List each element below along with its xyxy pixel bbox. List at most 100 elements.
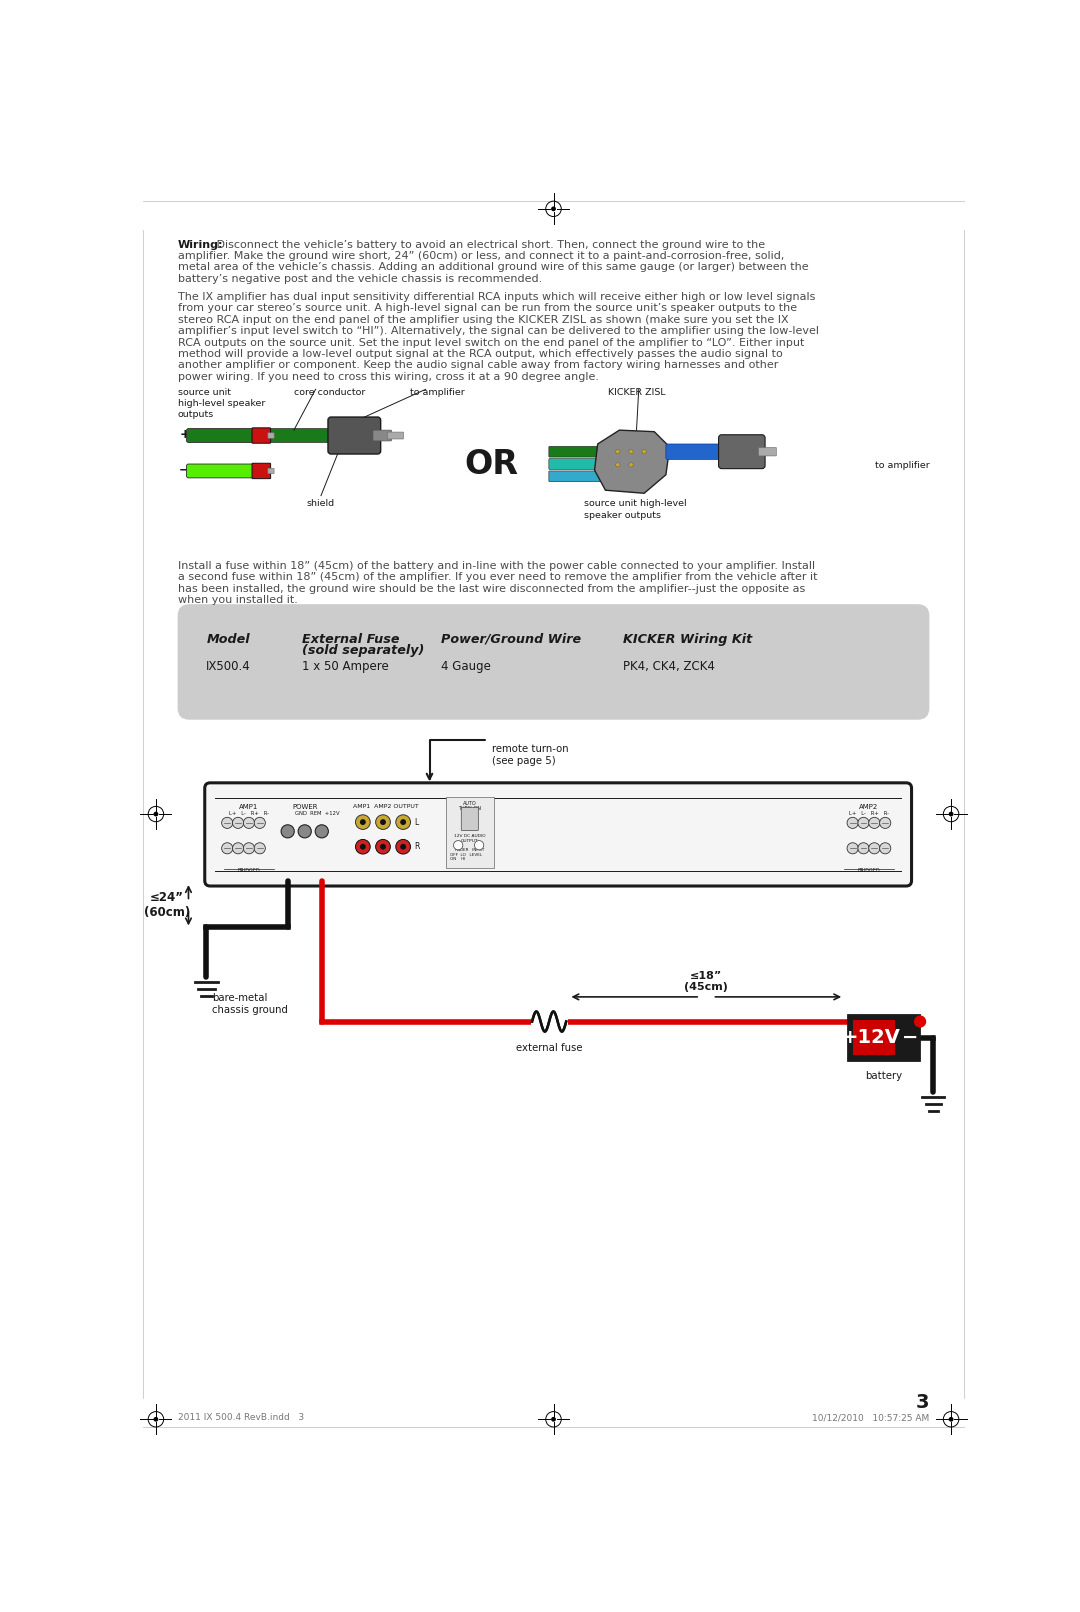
FancyBboxPatch shape [268, 467, 274, 474]
Text: Wiring:: Wiring: [177, 240, 224, 250]
FancyBboxPatch shape [388, 432, 404, 438]
Text: to amplifier: to amplifier [410, 388, 464, 397]
Text: a second fuse within 18” (45cm) of the amplifier. If you ever need to remove the: a second fuse within 18” (45cm) of the a… [177, 572, 818, 582]
Circle shape [616, 463, 620, 467]
Text: 1 x 50 Ampere: 1 x 50 Ampere [301, 659, 389, 674]
Circle shape [879, 817, 891, 829]
Circle shape [360, 819, 366, 825]
Circle shape [243, 817, 255, 829]
Text: core conductor: core conductor [294, 388, 365, 397]
Text: battery’s negative post and the vehicle chassis is recommended.: battery’s negative post and the vehicle … [177, 274, 542, 284]
FancyBboxPatch shape [848, 1016, 919, 1061]
Text: from your car stereo’s source unit. A high-level signal can be run from the sour: from your car stereo’s source unit. A hi… [177, 303, 797, 313]
Circle shape [552, 1417, 555, 1420]
Circle shape [949, 812, 953, 816]
Text: FADER   INPUT
          LEVEL: FADER INPUT LEVEL [455, 848, 485, 858]
Text: bare-metal
chassis ground: bare-metal chassis ground [213, 993, 288, 1016]
Text: L+   L-   R+   R-: L+ L- R+ R- [849, 811, 889, 816]
Text: RCA outputs on the source unit. Set the input level switch on the end panel of t: RCA outputs on the source unit. Set the … [177, 337, 804, 348]
Circle shape [858, 843, 869, 854]
FancyBboxPatch shape [852, 1020, 894, 1056]
Text: shield: shield [307, 500, 335, 508]
Text: BRIDGED: BRIDGED [858, 869, 880, 874]
Circle shape [380, 843, 386, 850]
Circle shape [154, 812, 158, 816]
Circle shape [281, 825, 294, 838]
FancyBboxPatch shape [549, 459, 608, 469]
Text: method will provide a low-level output signal at the RCA output, which effective: method will provide a low-level output s… [177, 350, 782, 359]
Text: source unit high-level
speaker outputs: source unit high-level speaker outputs [584, 500, 687, 519]
Text: −: − [902, 1028, 918, 1048]
Text: +12V: +12V [841, 1028, 901, 1048]
Text: remote turn-on
(see page 5): remote turn-on (see page 5) [491, 745, 568, 766]
Text: another amplifier or component. Keep the audio signal cable away from factory wi: another amplifier or component. Keep the… [177, 361, 778, 371]
Text: BRIDGED: BRIDGED [238, 869, 260, 874]
Circle shape [395, 840, 410, 854]
Circle shape [868, 817, 880, 829]
Circle shape [360, 843, 366, 850]
Circle shape [221, 843, 233, 854]
Circle shape [915, 1016, 926, 1027]
Circle shape [243, 843, 255, 854]
FancyBboxPatch shape [530, 1011, 568, 1032]
Circle shape [254, 843, 266, 854]
Circle shape [395, 814, 410, 830]
Circle shape [254, 817, 266, 829]
Text: has been installed, the ground wire should be the last wire disconnected from th: has been installed, the ground wire shou… [177, 584, 805, 593]
Text: (sold separately): (sold separately) [301, 645, 424, 658]
FancyBboxPatch shape [666, 443, 727, 459]
FancyBboxPatch shape [177, 604, 930, 719]
Text: AMP1: AMP1 [240, 804, 258, 809]
Text: IX500.4: IX500.4 [206, 659, 251, 674]
Text: POWER: POWER [292, 804, 318, 809]
Text: metal area of the vehicle’s chassis. Adding an additional ground wire of this sa: metal area of the vehicle’s chassis. Add… [177, 263, 808, 272]
Text: ≤24”
(60cm): ≤24” (60cm) [144, 891, 190, 919]
FancyBboxPatch shape [252, 463, 271, 479]
Text: amplifier. Make the ground wire short, 24” (60cm) or less, and connect it to a p: amplifier. Make the ground wire short, 2… [177, 251, 784, 261]
FancyBboxPatch shape [187, 429, 256, 442]
Text: Install a fuse within 18” (45cm) of the battery and in-line with the power cable: Install a fuse within 18” (45cm) of the … [177, 561, 814, 571]
Circle shape [376, 840, 390, 854]
FancyBboxPatch shape [252, 427, 271, 443]
Text: Model: Model [206, 632, 249, 646]
Circle shape [879, 843, 891, 854]
FancyBboxPatch shape [269, 429, 336, 442]
Circle shape [355, 814, 370, 830]
FancyBboxPatch shape [758, 448, 777, 456]
Circle shape [380, 819, 386, 825]
Text: AUTO
TURN ON: AUTO TURN ON [458, 801, 482, 811]
Text: AMP2: AMP2 [860, 804, 878, 809]
Text: stereo RCA input on the end panel of the amplifier using the KICKER ZISL as show: stereo RCA input on the end panel of the… [177, 314, 788, 326]
Circle shape [868, 843, 880, 854]
Text: AMP1  AMP2 OUTPUT: AMP1 AMP2 OUTPUT [353, 804, 419, 809]
Text: amplifier’s input level switch to “HI”). Alternatively, the signal can be delive: amplifier’s input level switch to “HI”).… [177, 326, 819, 337]
FancyBboxPatch shape [549, 447, 608, 458]
Text: to amplifier: to amplifier [875, 461, 930, 471]
Circle shape [847, 817, 859, 829]
Text: power wiring. If you need to cross this wiring, cross it at a 90 degree angle.: power wiring. If you need to cross this … [177, 372, 598, 382]
Text: GND  REM  +12V: GND REM +12V [296, 811, 340, 816]
Text: 2011 IX 500.4 RevB.indd   3: 2011 IX 500.4 RevB.indd 3 [177, 1414, 303, 1422]
FancyBboxPatch shape [205, 783, 912, 887]
Circle shape [552, 208, 555, 211]
Circle shape [221, 817, 233, 829]
Text: KICKER ZISL: KICKER ZISL [608, 388, 665, 397]
FancyBboxPatch shape [461, 808, 478, 830]
Text: +: + [179, 429, 190, 442]
Circle shape [232, 817, 244, 829]
FancyBboxPatch shape [446, 796, 494, 867]
Circle shape [355, 840, 370, 854]
Circle shape [949, 1417, 953, 1420]
Text: battery: battery [865, 1070, 902, 1080]
Text: PK4, CK4, ZCK4: PK4, CK4, ZCK4 [623, 659, 715, 674]
Text: 3: 3 [916, 1393, 930, 1412]
FancyBboxPatch shape [718, 435, 765, 469]
FancyBboxPatch shape [187, 464, 256, 477]
FancyBboxPatch shape [373, 430, 392, 442]
Text: L: L [414, 817, 418, 827]
Text: ≤18”
(45cm): ≤18” (45cm) [685, 970, 728, 993]
Circle shape [847, 843, 859, 854]
Text: OFF  LO
ON    HI: OFF LO ON HI [449, 853, 465, 861]
Circle shape [454, 840, 463, 850]
Circle shape [858, 817, 869, 829]
